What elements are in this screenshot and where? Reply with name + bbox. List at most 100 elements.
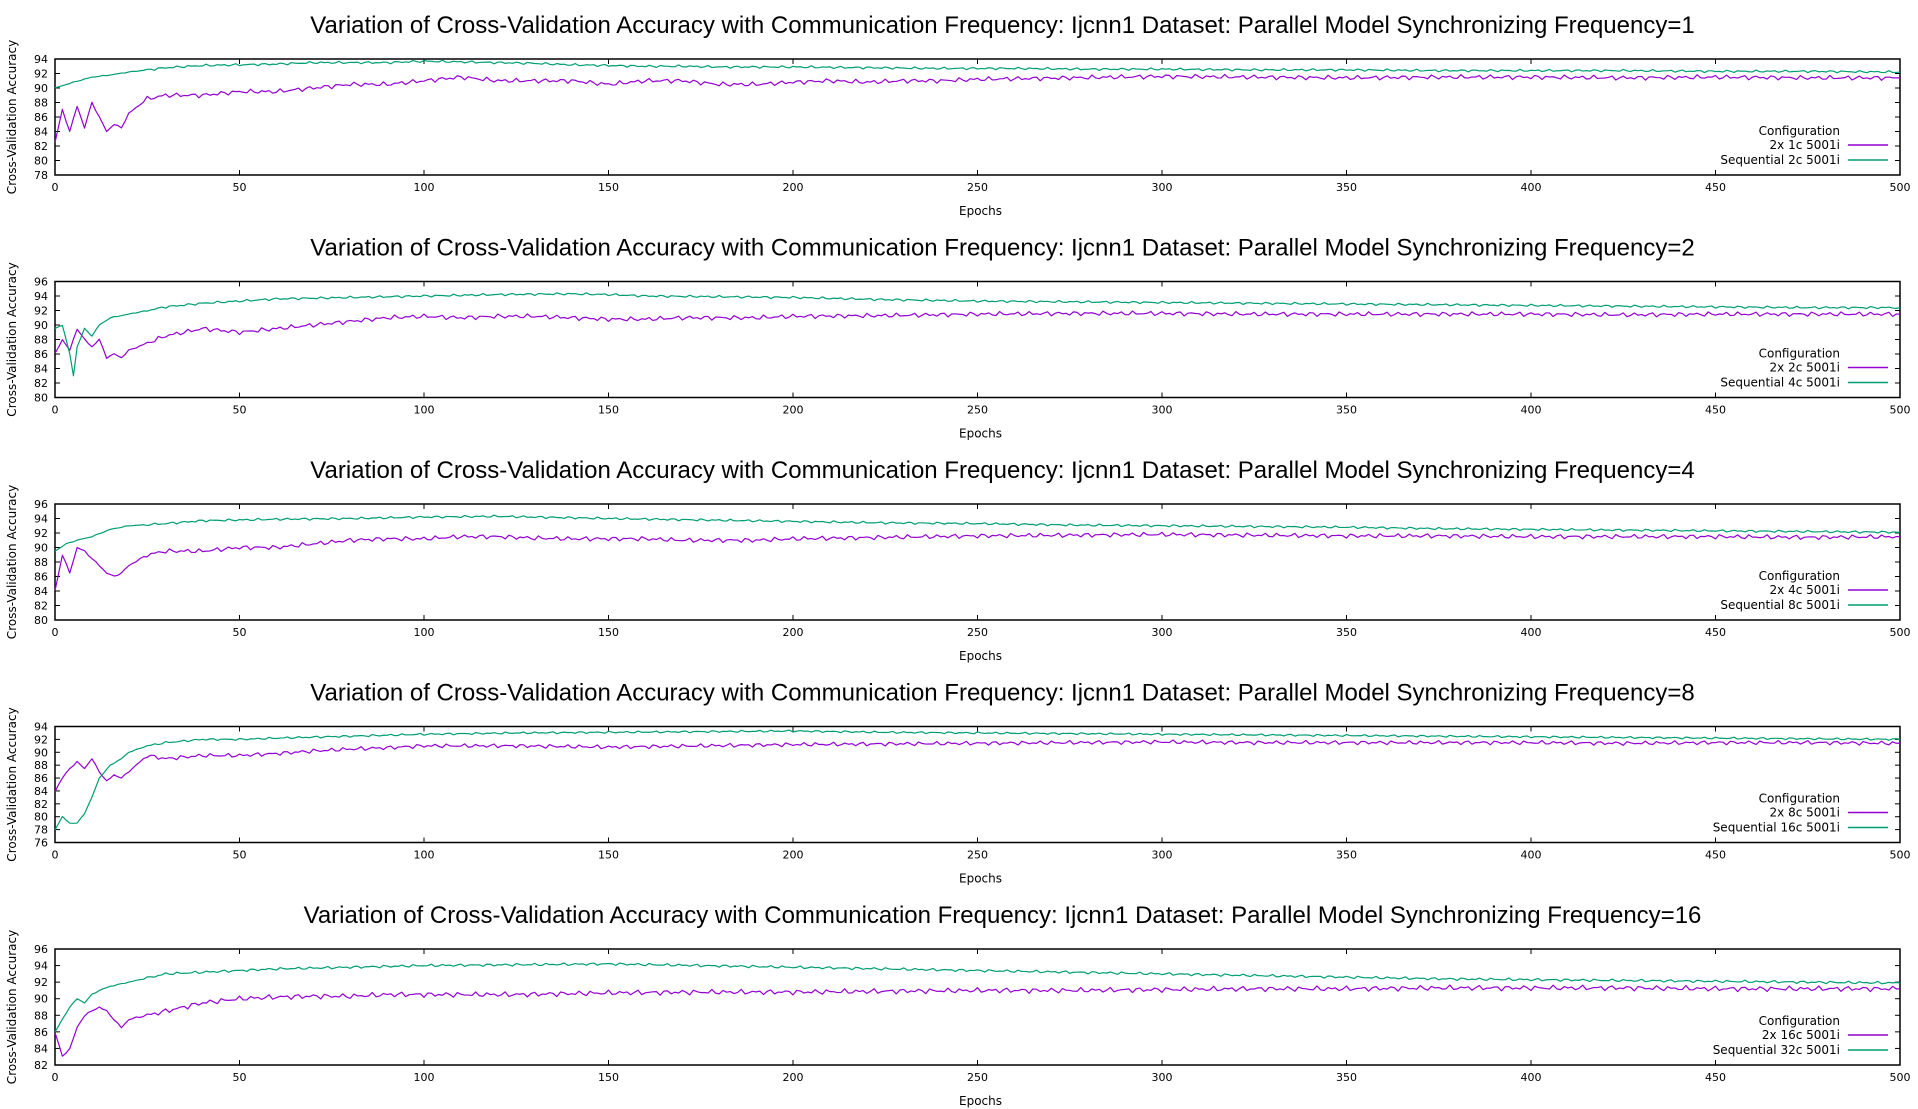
x-tick-label: 150 — [598, 1071, 619, 1084]
x-tick-label: 0 — [52, 181, 59, 194]
x-tick-label: 400 — [1521, 626, 1542, 639]
x-tick-label: 150 — [598, 849, 619, 862]
x-tick-label: 100 — [414, 404, 435, 417]
legend-entry-label: Sequential 2c 5001i — [1720, 153, 1840, 167]
x-tick-label: 350 — [1336, 1071, 1357, 1084]
x-tick-label: 300 — [1152, 181, 1173, 194]
chart-panel-4: Variation of Cross-Validation Accuracy w… — [5, 680, 1911, 886]
plot-frame — [54, 503, 1901, 621]
legend-entry-label: Sequential 32c 5001i — [1713, 1043, 1840, 1057]
x-axis-label: Epochs — [959, 872, 1002, 886]
y-tick-label: 92 — [34, 976, 48, 989]
y-tick-label: 96 — [34, 498, 48, 511]
series-line-1 — [54, 531, 1901, 591]
y-tick-label: 78 — [34, 169, 48, 182]
series-line-1 — [54, 310, 1901, 359]
y-tick-label: 82 — [34, 798, 48, 811]
x-tick-label: 400 — [1521, 1071, 1542, 1084]
legend-entry-label: 2x 2c 5001i — [1770, 361, 1840, 375]
x-tick-label: 0 — [52, 626, 59, 639]
x-tick-label: 50 — [233, 1071, 247, 1084]
x-tick-label: 450 — [1705, 1071, 1726, 1084]
y-tick-label: 86 — [34, 1026, 48, 1039]
legend-entry-label: Sequential 8c 5001i — [1720, 598, 1840, 612]
x-tick-label: 200 — [783, 181, 804, 194]
x-tick-label: 250 — [967, 1071, 988, 1084]
y-tick-label: 84 — [34, 785, 48, 798]
series-line-2 — [54, 729, 1901, 831]
y-tick-label: 84 — [34, 126, 48, 139]
y-tick-label: 96 — [34, 943, 48, 956]
chart-title: Variation of Cross-Validation Accuracy w… — [310, 680, 1694, 707]
x-axis-label: Epochs — [959, 1094, 1002, 1108]
x-tick-label: 150 — [598, 181, 619, 194]
y-tick-label: 82 — [34, 1059, 48, 1072]
legend-title: Configuration — [1759, 792, 1840, 806]
y-tick-label: 86 — [34, 111, 48, 124]
y-tick-label: 86 — [34, 772, 48, 785]
x-tick-label: 500 — [1890, 1071, 1911, 1084]
x-tick-label: 300 — [1152, 626, 1173, 639]
chart-title: Variation of Cross-Validation Accuracy w… — [310, 12, 1694, 39]
chart-panel-1: Variation of Cross-Validation Accuracy w… — [5, 12, 1911, 218]
x-tick-label: 400 — [1521, 404, 1542, 417]
x-tick-label: 150 — [598, 404, 619, 417]
chart-panel-3: Variation of Cross-Validation Accuracy w… — [5, 457, 1911, 663]
x-tick-label: 100 — [414, 181, 435, 194]
y-tick-label: 92 — [34, 733, 48, 746]
x-tick-label: 0 — [52, 1071, 59, 1084]
y-tick-label: 90 — [34, 542, 48, 555]
legend-entry-label: Sequential 4c 5001i — [1720, 376, 1840, 390]
legend-entry-label: 2x 16c 5001i — [1762, 1028, 1840, 1042]
x-tick-label: 200 — [783, 626, 804, 639]
x-tick-label: 450 — [1705, 626, 1726, 639]
y-tick-label: 94 — [34, 513, 48, 526]
x-tick-label: 450 — [1705, 181, 1726, 194]
legend-title: Configuration — [1759, 124, 1840, 138]
y-tick-label: 92 — [34, 305, 48, 318]
x-tick-label: 150 — [598, 626, 619, 639]
y-tick-label: 82 — [34, 600, 48, 613]
y-axis-label: Cross-Validation Accuracy — [5, 262, 19, 416]
y-tick-label: 94 — [34, 290, 48, 303]
y-axis-label: Cross-Validation Accuracy — [5, 40, 19, 194]
chart-title: Variation of Cross-Validation Accuracy w… — [310, 457, 1694, 484]
x-tick-label: 350 — [1336, 626, 1357, 639]
x-tick-label: 50 — [233, 181, 247, 194]
series-line-1 — [54, 73, 1901, 143]
x-axis-label: Epochs — [959, 204, 1002, 218]
legend-entry-label: 2x 8c 5001i — [1770, 806, 1840, 820]
x-axis-label: Epochs — [959, 649, 1002, 663]
legend-entry-label: 2x 4c 5001i — [1770, 583, 1840, 597]
y-tick-label: 78 — [34, 824, 48, 837]
x-tick-label: 500 — [1890, 404, 1911, 417]
y-axis-label: Cross-Validation Accuracy — [5, 930, 19, 1084]
y-tick-label: 88 — [34, 759, 48, 772]
x-tick-label: 400 — [1521, 181, 1542, 194]
y-tick-label: 88 — [34, 1009, 48, 1022]
y-tick-label: 82 — [34, 140, 48, 153]
x-tick-label: 350 — [1336, 404, 1357, 417]
plot-frame — [54, 280, 1901, 399]
y-tick-label: 88 — [34, 556, 48, 569]
x-tick-label: 350 — [1336, 181, 1357, 194]
chart-panel-2: Variation of Cross-Validation Accuracy w… — [5, 235, 1911, 441]
x-tick-label: 100 — [414, 849, 435, 862]
series-line-1 — [54, 984, 1901, 1057]
x-tick-label: 450 — [1705, 404, 1726, 417]
y-tick-label: 96 — [34, 276, 48, 289]
legend-title: Configuration — [1759, 569, 1840, 583]
x-tick-label: 50 — [233, 849, 247, 862]
x-tick-label: 50 — [233, 626, 247, 639]
x-tick-label: 100 — [414, 626, 435, 639]
y-tick-label: 86 — [34, 571, 48, 584]
x-tick-label: 0 — [52, 404, 59, 417]
y-tick-label: 80 — [34, 155, 48, 168]
y-tick-label: 90 — [34, 82, 48, 95]
x-tick-label: 200 — [783, 849, 804, 862]
series-line-2 — [54, 59, 1901, 89]
